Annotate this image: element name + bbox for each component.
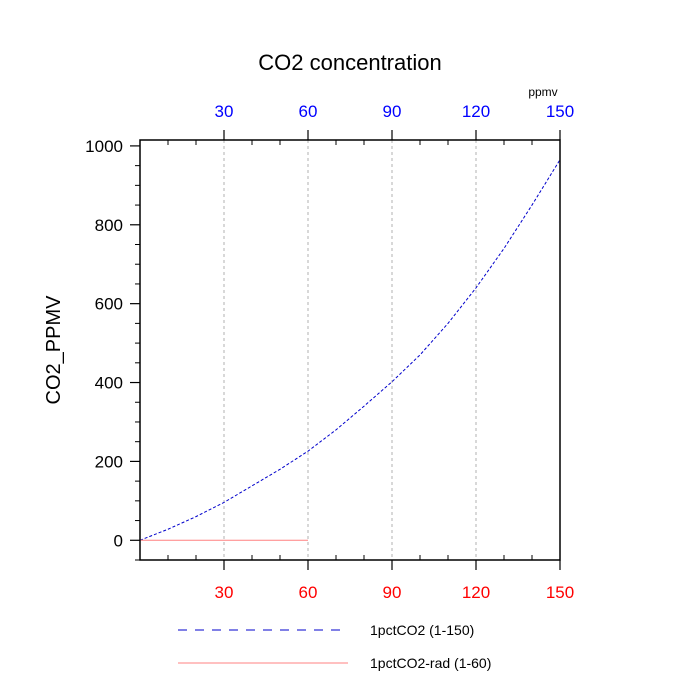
x-tick-label-bottom: 60 [299,583,318,602]
x-tick-label-bottom: 150 [546,583,574,602]
series-line-1 [139,159,561,541]
legend-label-2: 1pctCO2-rad (1-60) [370,655,491,671]
x-tick-label-top: 150 [546,102,574,121]
legend-label-1: 1pctCO2 (1-150) [370,622,474,638]
x-tick-label-top: 30 [215,102,234,121]
y-tick-label: 1000 [85,137,123,156]
legend: 1pctCO2 (1-150) 1pctCO2-rad (1-60) [178,622,491,671]
chart-title: CO2 concentration [258,50,441,75]
y-tick-label: 400 [95,374,123,393]
x-tick-label-bottom: 120 [462,583,490,602]
x-tick-label-top: 120 [462,102,490,121]
y-tick-label: 200 [95,452,123,471]
x-tick-label-bottom: 90 [383,583,402,602]
x-tick-label-bottom: 30 [215,583,234,602]
y-tick-label: 600 [95,295,123,314]
x-tick-label-top: 60 [299,102,318,121]
axes: 30 30 60 60 90 90 120 120 150 150 0 200 400 600 800 100… [85,102,574,602]
x-tick-label-top: 90 [383,102,402,121]
y-tick-label: 800 [95,216,123,235]
series-lines [139,159,561,541]
grid-lines [223,140,477,560]
top-axis-unit-label: ppmv [528,85,557,99]
y-axis-label: CO2_PPMV [43,295,65,405]
plot-frame [139,139,561,561]
y-tick-label: 0 [114,531,123,550]
